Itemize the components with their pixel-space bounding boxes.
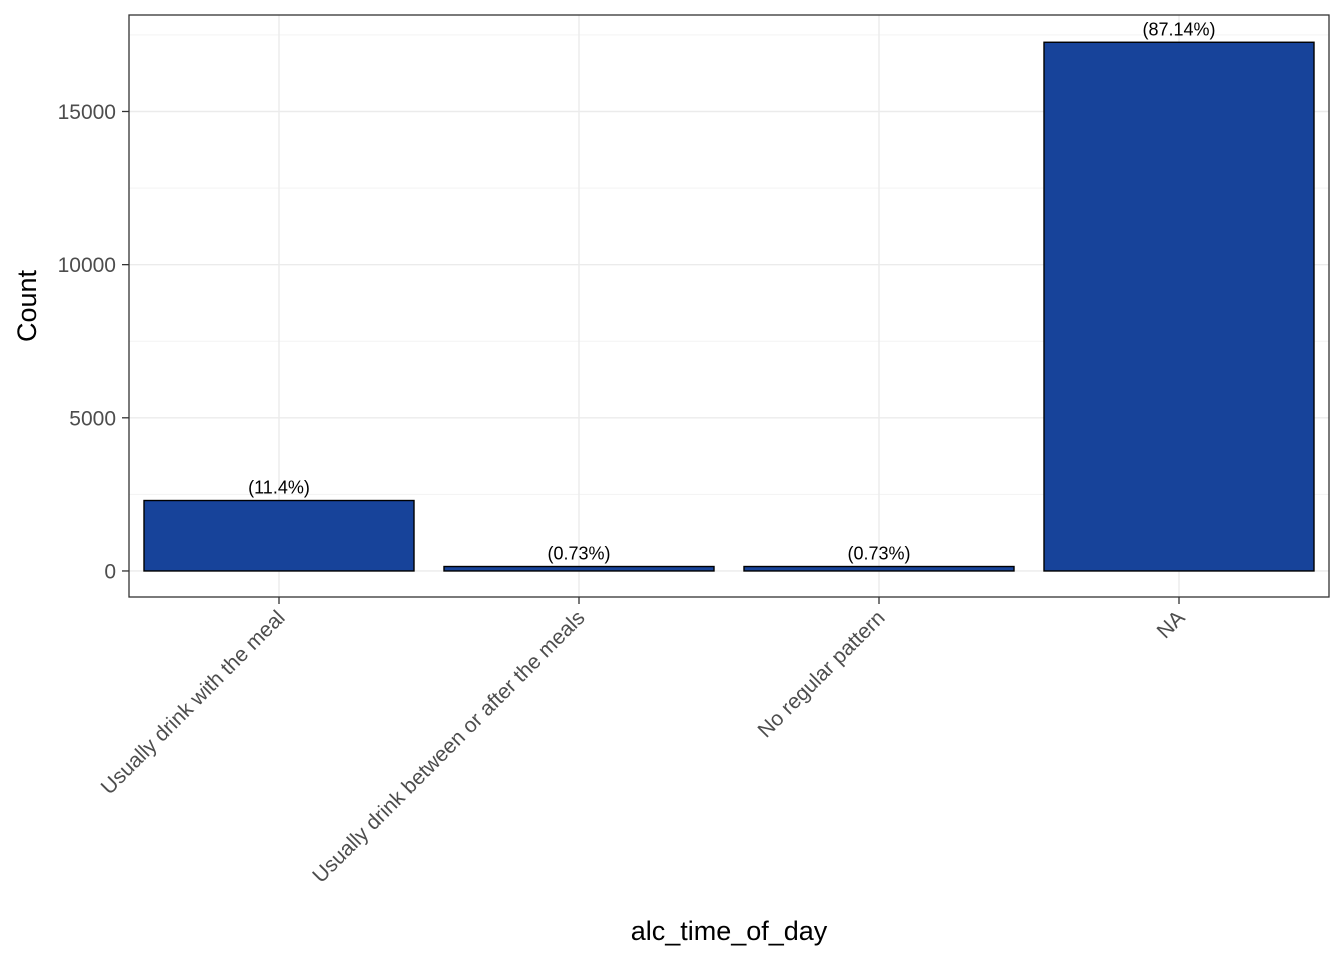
x-tick-label: Usually drink between or after the meals — [308, 606, 589, 887]
y-axis-title: Count — [12, 269, 42, 342]
bar-data-label: (87.14%) — [1142, 19, 1215, 39]
panel-border — [128, 14, 1330, 598]
bar — [1043, 41, 1315, 572]
bar-data-label: (0.73%) — [547, 544, 610, 564]
y-axis: 0 5000 10000 15000 — [58, 101, 129, 583]
x-tick-label: No regular pattern — [754, 606, 890, 742]
bars — [143, 41, 1315, 572]
y-tick-label: 10000 — [58, 254, 116, 277]
x-tick-label: Usually drink with the meal — [97, 606, 290, 799]
bar-data-label: (11.4%) — [248, 478, 310, 498]
bar — [143, 499, 415, 572]
y-tick-label: 5000 — [69, 407, 116, 430]
bar — [743, 565, 1015, 572]
bar — [443, 565, 715, 572]
y-tick-label: 0 — [104, 560, 116, 583]
x-tick-label: NA — [1153, 606, 1190, 643]
x-axis: Usually drink with the meal Usually drink… — [97, 597, 1190, 887]
data-labels: (11.4%) (0.73%) (0.73%) (87.14%) — [248, 19, 1215, 563]
x-axis-title: alc_time_of_day — [631, 916, 828, 946]
bar-data-label: (0.73%) — [847, 544, 910, 564]
y-tick-label: 15000 — [58, 101, 116, 124]
